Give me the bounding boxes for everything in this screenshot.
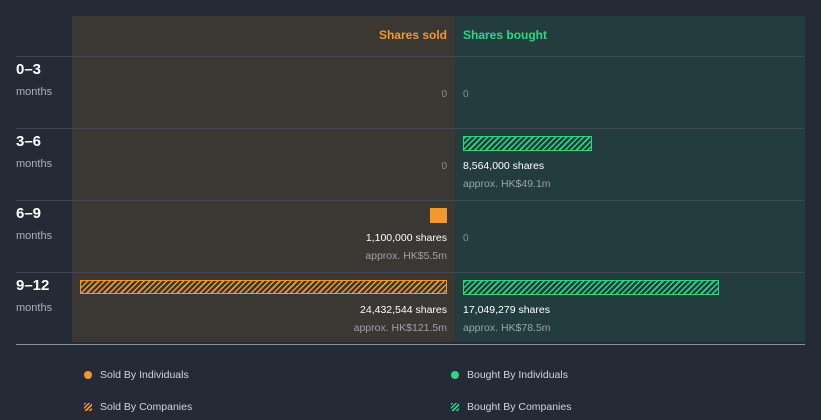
- row-divider: [16, 128, 805, 129]
- period-label: 6–9: [16, 205, 42, 222]
- bought-zero-value: 0: [463, 89, 469, 100]
- sold-by-individuals-bar: [430, 208, 447, 223]
- legend-label: Bought By Individuals: [467, 369, 568, 381]
- sold-approx-value: approx. HK$5.5m: [365, 250, 447, 262]
- legend-dot-icon: [451, 371, 459, 379]
- legend-label: Sold By Companies: [100, 401, 193, 413]
- bought-shares-value: 8,564,000 shares: [463, 160, 545, 172]
- shares-sold-header: Shares sold: [378, 28, 447, 42]
- row-divider: [16, 344, 805, 345]
- row-divider: [16, 200, 805, 201]
- row-divider: [16, 272, 805, 273]
- legend-hatch-icon: [84, 403, 92, 411]
- bought-approx-value: approx. HK$78.5m: [463, 322, 551, 334]
- sold-shares-value: 24,432,544 shares: [360, 304, 447, 316]
- sold-zero-value: 0: [441, 89, 447, 100]
- bought-by-companies-bar: [463, 136, 592, 151]
- legend-hatch-icon: [451, 403, 459, 411]
- sold-by-companies-bar: [80, 280, 447, 294]
- period-label: 0–3: [16, 61, 42, 78]
- period-unit: months: [16, 86, 53, 98]
- sold-approx-value: approx. HK$121.5m: [353, 322, 447, 334]
- sold-shares-value: 1,100,000 shares: [365, 232, 447, 244]
- bought-shares-value: 17,049,279 shares: [463, 304, 550, 316]
- legend-dot-icon: [84, 371, 92, 379]
- period-unit: months: [16, 158, 53, 170]
- period-unit: months: [16, 230, 53, 242]
- period-label: 9–12: [16, 277, 50, 294]
- bought-by-companies-bar: [463, 280, 719, 295]
- legend-label: Bought By Companies: [467, 401, 572, 413]
- sold-zero-value: 0: [441, 161, 447, 172]
- period-unit: months: [16, 302, 53, 314]
- bought-approx-value: approx. HK$49.1m: [463, 178, 551, 190]
- row-divider: [16, 56, 805, 57]
- shares-bought-header: Shares bought: [463, 28, 548, 42]
- bought-zero-value: 0: [463, 233, 469, 244]
- period-label: 3–6: [16, 133, 42, 150]
- legend-label: Sold By Individuals: [100, 369, 189, 381]
